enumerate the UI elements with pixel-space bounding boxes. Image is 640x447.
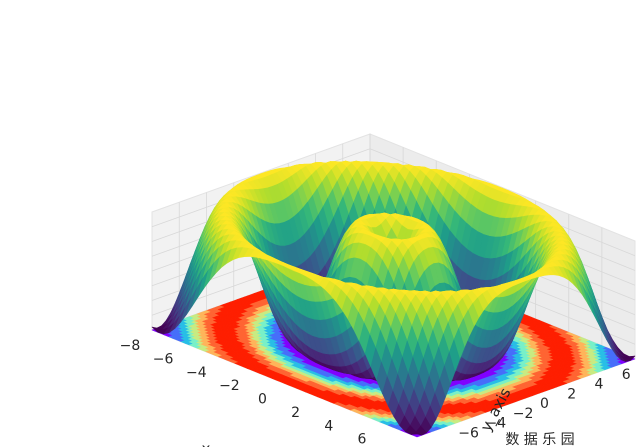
surface-plot: −8−6−4−20246 −6−4−202468 0.750.500.250.0… — [120, 133, 637, 447]
